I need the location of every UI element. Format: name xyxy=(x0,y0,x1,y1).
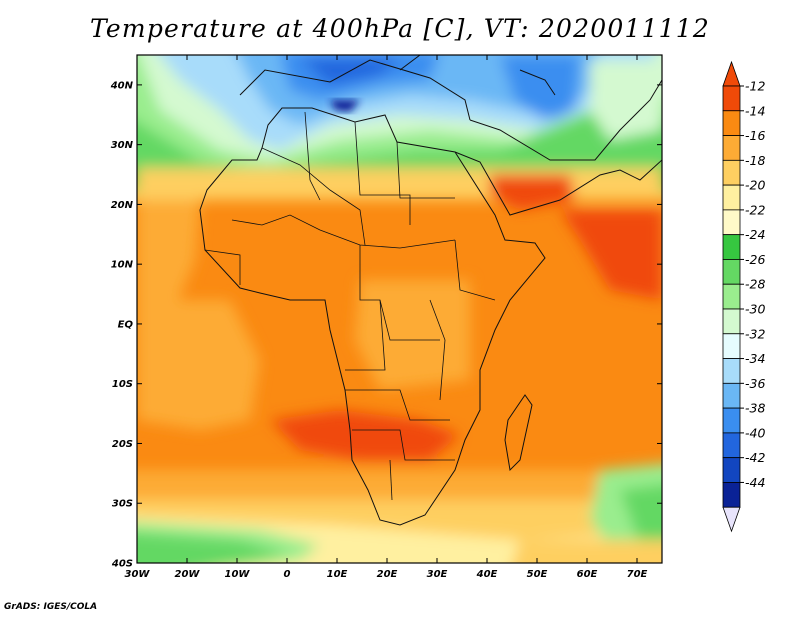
lat-tick-label: 20N xyxy=(111,200,134,211)
colorbar-label: -24 xyxy=(745,227,765,242)
colorbar-label: -32 xyxy=(745,326,765,341)
colorbar-label: -36 xyxy=(745,376,765,391)
colorbar-label: -42 xyxy=(745,450,765,465)
colorbar-swatch xyxy=(722,407,741,434)
colorbar-label: -14 xyxy=(745,103,765,118)
colorbar-swatch xyxy=(722,283,741,310)
country-borders xyxy=(204,111,496,501)
lat-tick-label: 30S xyxy=(112,499,133,510)
colorbar-swatch xyxy=(722,135,741,161)
coastlines xyxy=(199,55,662,526)
lat-tick-label: 30N xyxy=(111,140,134,151)
lat-tick-label: 10S xyxy=(112,379,133,390)
colorbar-swatch xyxy=(722,382,741,409)
colorbar-label: -20 xyxy=(745,178,765,193)
axis-ticks: 30W 20W 10W 0 10E 20E 30E 40E 50E 60E 70E 40N 30N 20N… xyxy=(110,55,662,580)
lat-tick-label: 10N xyxy=(111,260,134,271)
colorbar-label: -44 xyxy=(745,475,765,490)
colorbar-swatch xyxy=(722,358,741,384)
lon-tick-label: 60E xyxy=(577,569,598,580)
lat-tick-label: 20S xyxy=(112,439,133,450)
colorbar-arrow-bottom xyxy=(722,506,741,533)
lon-tick-label: 10E xyxy=(327,569,348,580)
lon-tick-label: 20W xyxy=(175,569,201,580)
colorbar-label: -12 xyxy=(745,79,765,94)
temperature-field xyxy=(137,55,662,563)
colorbar-swatch xyxy=(722,259,741,285)
colorbar-label: -34 xyxy=(745,351,765,366)
colorbar-swatch xyxy=(722,333,741,359)
colorbar-swatch xyxy=(722,432,741,459)
lon-tick-label: 50E xyxy=(527,569,548,580)
plot-frame xyxy=(136,54,663,564)
colorbar-swatch xyxy=(722,308,741,335)
colorbar-swatch xyxy=(722,184,741,211)
colorbar-label: -16 xyxy=(745,128,765,143)
lon-tick-label: 70E xyxy=(627,569,648,580)
colorbar-arrow-top xyxy=(722,60,741,87)
lon-tick-label: 40E xyxy=(476,569,498,580)
colorbar-label: -26 xyxy=(745,252,765,267)
lon-tick-label: 0 xyxy=(284,569,291,580)
colorbar-swatch xyxy=(722,110,741,136)
colorbar-swatch xyxy=(722,209,741,236)
grads-credit: GrADS: IGES/COLA xyxy=(4,602,98,612)
colorbar-swatch xyxy=(722,457,741,483)
colorbar: -12 -14 -16 -18 -20 -22 -24 -26 -28 -30 -32 -34 -36 -… xyxy=(722,60,765,533)
lon-tick-label: 20E xyxy=(377,569,398,580)
colorbar-swatch xyxy=(722,159,741,186)
lat-tick-label: 40N xyxy=(110,80,134,91)
map-title: Temperature at 400hPa [C], VT: 202001111… xyxy=(90,14,710,43)
colorbar-label: -40 xyxy=(745,425,765,440)
colorbar-label: -38 xyxy=(745,401,765,416)
colorbar-swatch xyxy=(722,234,741,260)
lat-tick-label: EQ xyxy=(118,319,134,330)
colorbar-label: -18 xyxy=(745,153,765,168)
colorbar-swatch xyxy=(722,85,741,112)
lon-tick-label: 30E xyxy=(427,569,448,580)
colorbar-swatch xyxy=(722,482,741,508)
lon-tick-label: 30W xyxy=(125,569,151,580)
colorbar-label: -30 xyxy=(745,302,765,317)
lat-tick-label: 40S xyxy=(111,559,133,570)
lon-tick-label: 10W xyxy=(225,569,251,580)
colorbar-label: -22 xyxy=(745,202,765,217)
colorbar-label: -28 xyxy=(745,277,765,292)
